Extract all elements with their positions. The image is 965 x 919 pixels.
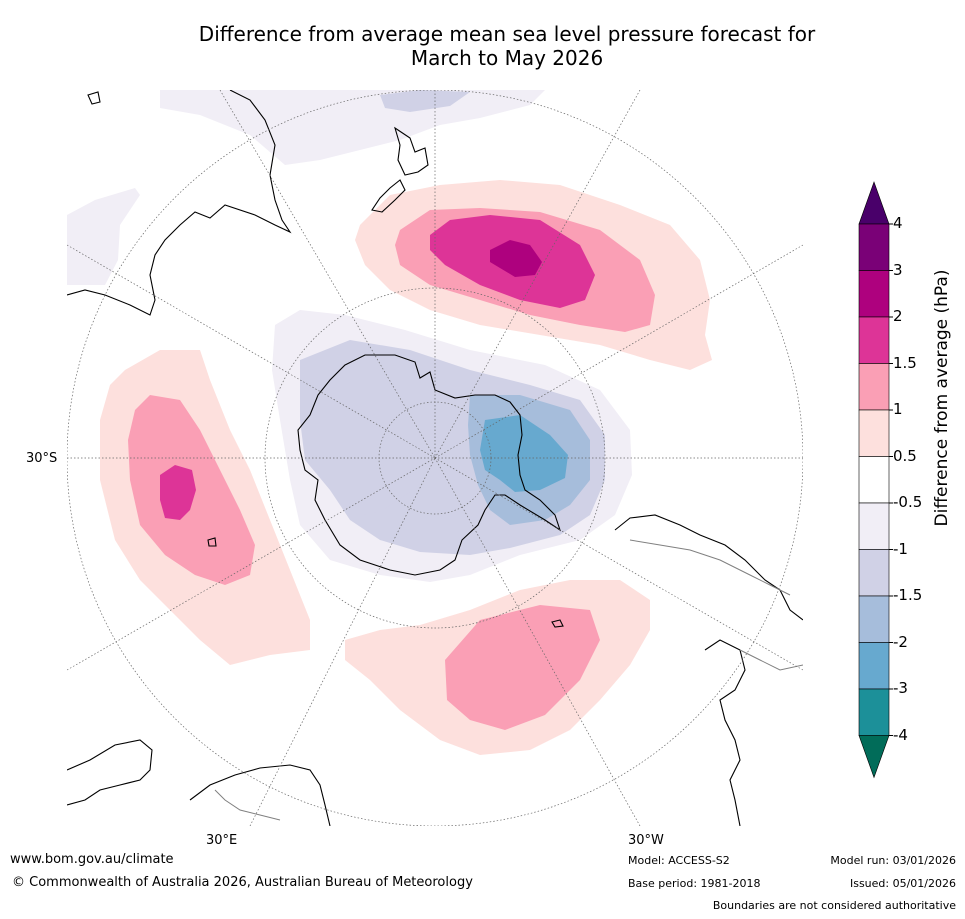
australia-coastline: [67, 90, 292, 316]
colorbar-tick-label: 1.5: [893, 353, 917, 372]
colorbar-box: [858, 363, 890, 411]
colorbar-tick-label: -0.5: [893, 493, 923, 511]
model-run-text: Model run: 03/01/2026: [830, 854, 956, 867]
colorbar-tick-label: 4: [893, 214, 903, 232]
colorbar-box: [858, 270, 890, 318]
colorbar-tick-label: -4: [893, 725, 908, 744]
colorbar-box: [858, 316, 890, 364]
kerguelen-island: [207, 537, 217, 547]
colorbar-box: [858, 595, 890, 643]
longitude-label-30w: 30°W: [628, 833, 664, 848]
tasmania-coastline: [87, 91, 101, 105]
anomaly-pos-1.5-indian: [160, 465, 196, 520]
anomaly-neg-2-central: [480, 415, 568, 492]
graticule: [67, 90, 803, 826]
colorbar-tick-label: 0.5: [893, 446, 917, 465]
disclaimer-text: Boundaries are not considered authoritat…: [712, 899, 956, 912]
website-link[interactable]: www.bom.gov.au/climate: [10, 852, 174, 867]
latitude-label-30s: 30°S: [26, 451, 58, 466]
colorbar-tick-label: -1.5: [893, 586, 923, 604]
colorbar-box: [858, 223, 890, 271]
colorbar-tick-label: 2: [893, 307, 903, 325]
title-line-2: March to May 2026: [410, 46, 604, 70]
new-zealand-south-coastline: [371, 179, 406, 213]
colorbar-tick-label: -2: [893, 632, 908, 651]
longitude-label-30e: 30°E: [206, 833, 238, 848]
colorbar-box: [858, 642, 890, 690]
colorbar-box: [858, 502, 890, 550]
anomaly-neg-1-top: [380, 90, 470, 112]
base-period-text: Base period: 1981-2018: [628, 877, 761, 890]
africa-south-coastline: [189, 764, 331, 826]
model-text: Model: ACCESS-S2: [628, 854, 730, 867]
south-america-east-coastline: [704, 639, 746, 826]
colorbar-tick-label: 3: [893, 260, 903, 279]
title-line-1: Difference from average mean sea level p…: [198, 22, 816, 46]
colorbar-box: [858, 456, 890, 504]
colorbar-tick-label: 1: [893, 400, 903, 418]
anomaly-neg-0.5-northwest: [67, 188, 140, 285]
colorbar-extend-min: [858, 735, 890, 779]
falklands-island: [551, 619, 564, 628]
colorbar-extend-max: [858, 181, 890, 225]
chart-title: Difference from average mean sea level p…: [0, 22, 965, 70]
colorbar-tick-label: -3: [893, 679, 908, 697]
anomaly-pos-1-atlantic: [445, 605, 600, 730]
antarctica-coastline: [297, 354, 562, 576]
colorbar-ticks: [889, 223, 893, 736]
anomaly-pos-2-pacific: [490, 240, 542, 277]
africa-coastline: [67, 739, 153, 806]
colorbar-tick-label: -1: [893, 539, 908, 558]
country-borders: [214, 539, 803, 821]
south-america-coastline: [614, 514, 803, 621]
colorbar: [858, 181, 893, 779]
copyright-text: © Commonwealth of Australia 2026, Austra…: [12, 875, 473, 890]
colorbar-title: Difference from average (hPa): [932, 269, 952, 527]
colorbar-boxes: [858, 181, 890, 779]
coastlines: [67, 90, 803, 826]
colorbar-box: [858, 549, 890, 597]
new-zealand-north-coastline: [394, 126, 429, 176]
colorbar-box: [858, 688, 890, 736]
polar-map: [67, 90, 803, 826]
colorbar-box: [858, 409, 890, 457]
issued-text: Issued: 05/01/2026: [849, 877, 956, 890]
